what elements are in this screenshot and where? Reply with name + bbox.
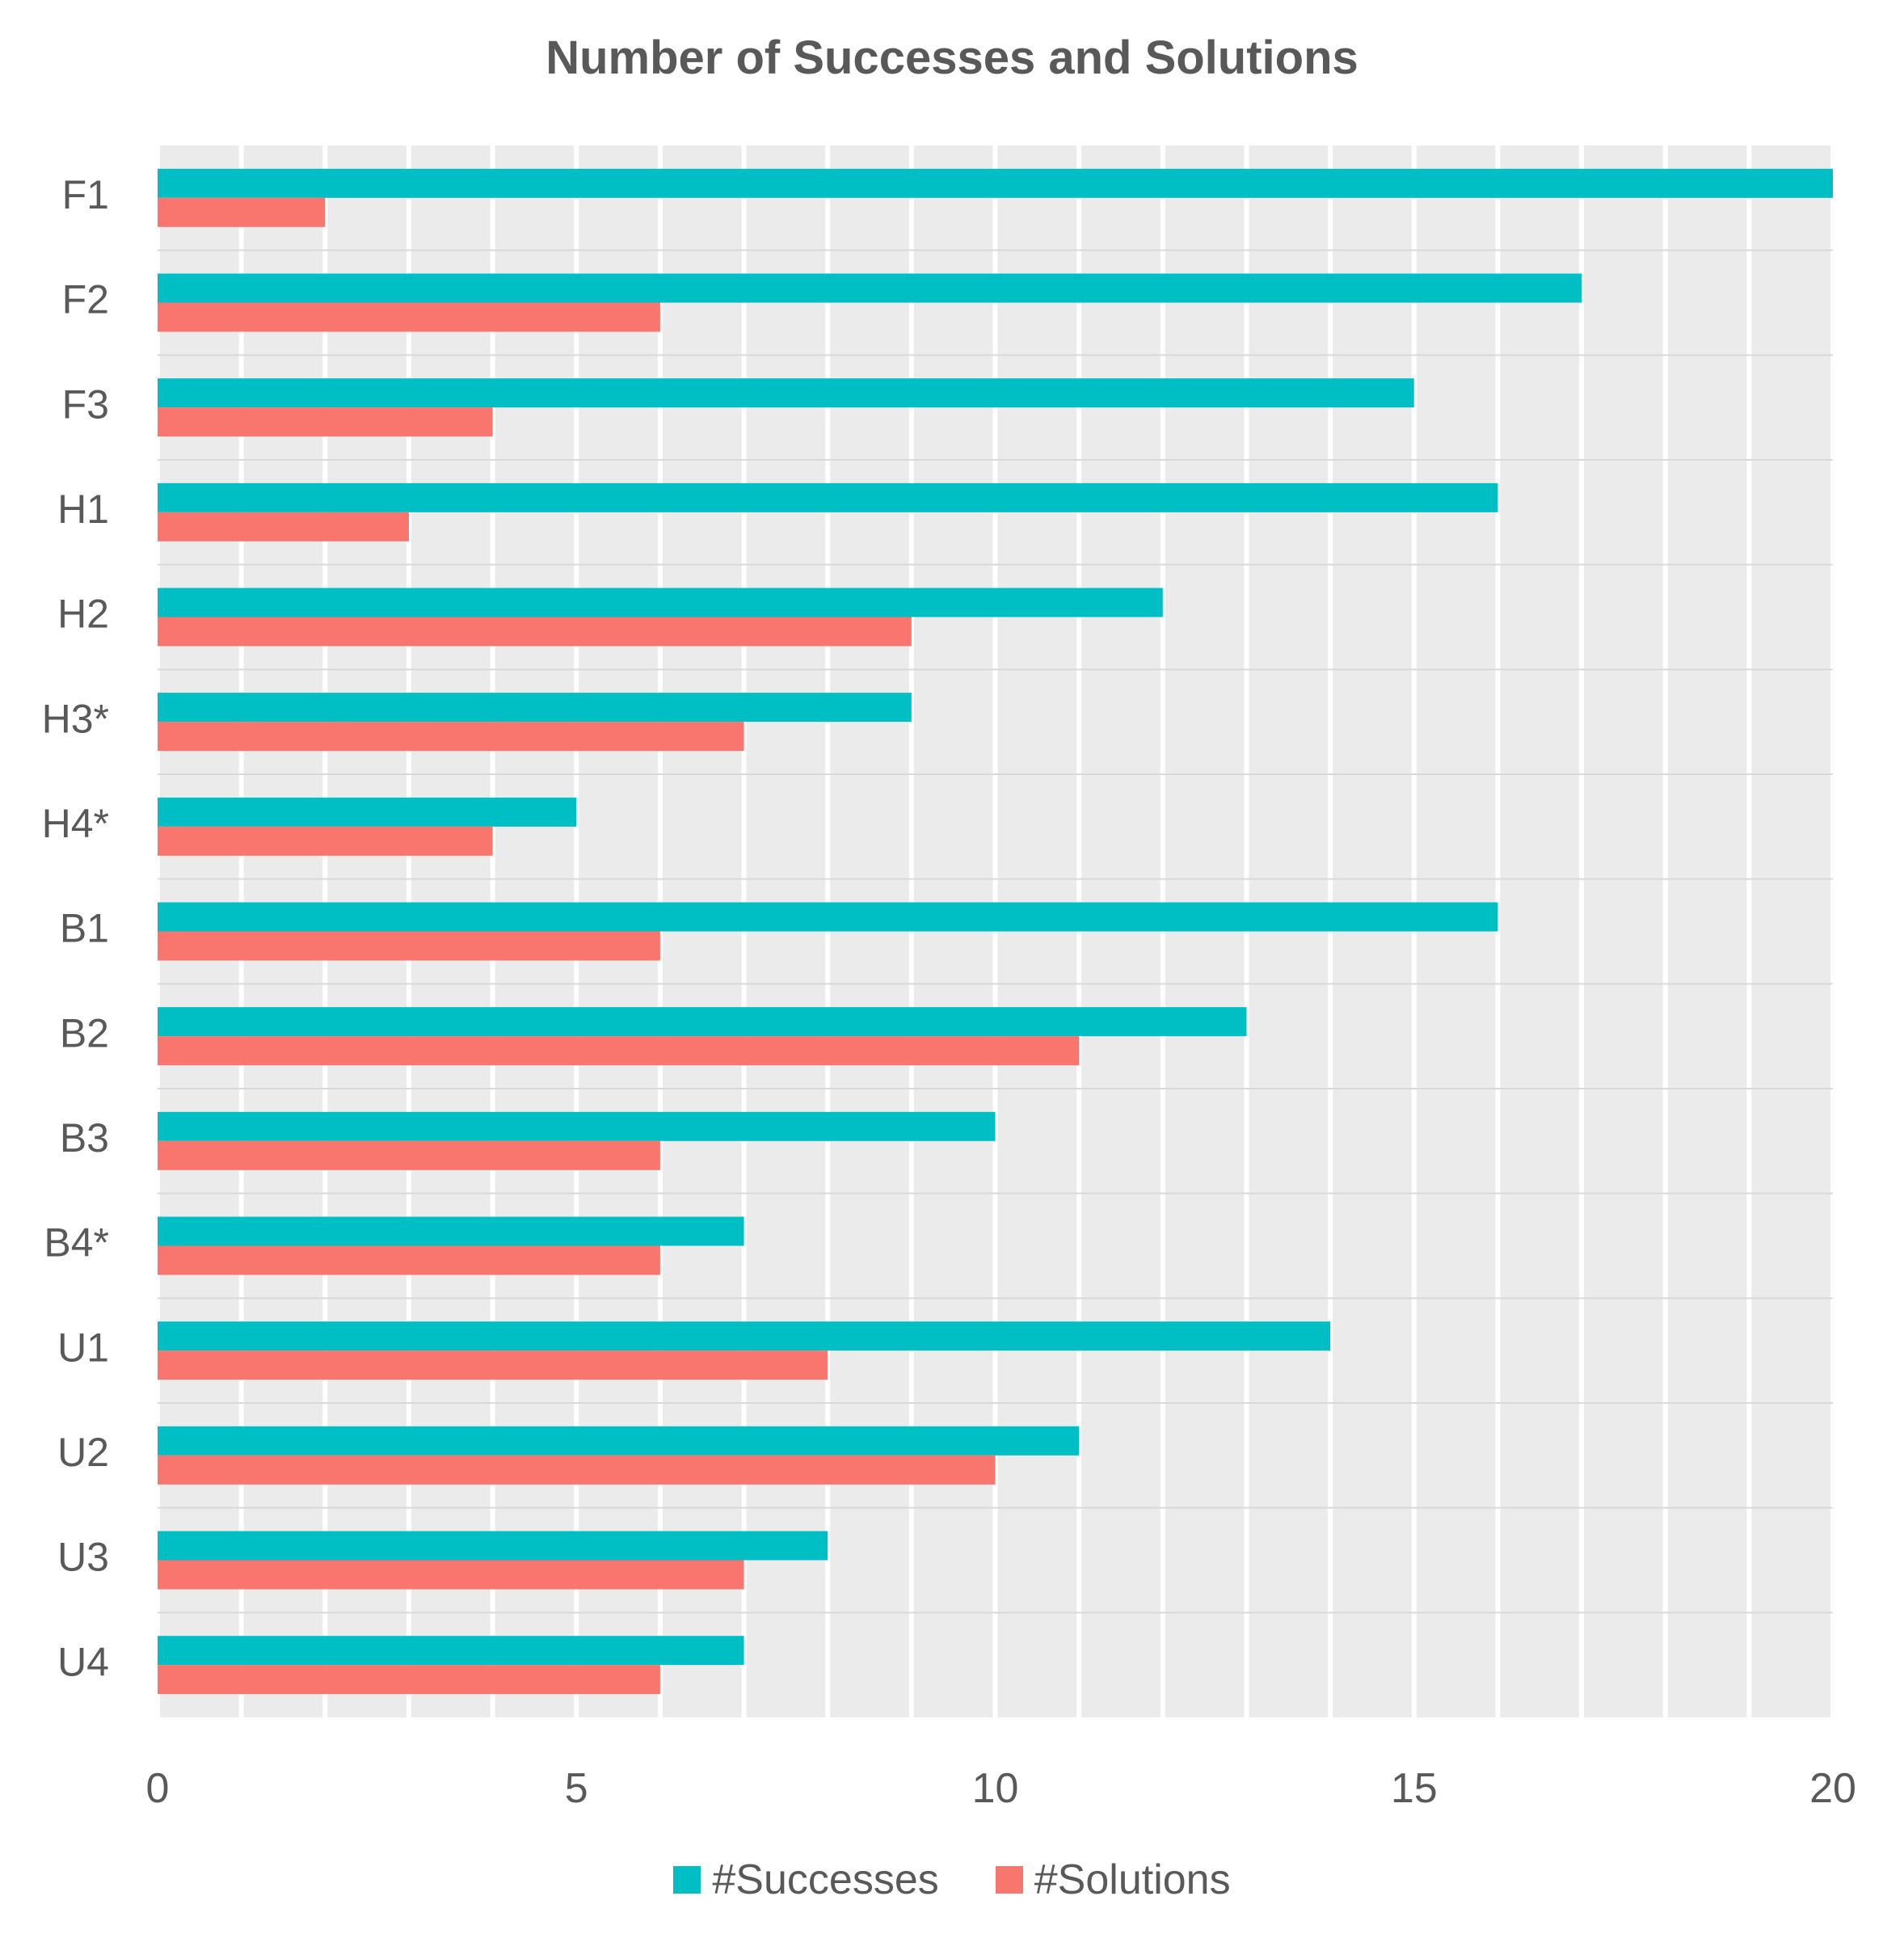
bar-successes-H2	[158, 588, 1163, 617]
chart-title: Number of Successes and Solutions	[546, 32, 1358, 84]
bar-solutions-U3	[158, 1560, 744, 1590]
x-tick-label: 5	[565, 1765, 588, 1812]
bar-solutions-B2	[158, 1036, 1080, 1066]
y-tick-label: F3	[62, 381, 109, 427]
bar-solutions-B3	[158, 1140, 660, 1170]
bar-successes-F1	[158, 168, 1833, 198]
y-tick-label: U4	[57, 1639, 109, 1684]
x-tick-label: 0	[146, 1765, 170, 1812]
legend-item-successes: #Successes	[673, 1856, 939, 1904]
y-tick-label: H1	[57, 487, 109, 532]
bar-successes-B1	[158, 902, 1498, 932]
bar-solutions-F1	[158, 197, 326, 227]
y-tick-label: U2	[57, 1430, 109, 1475]
x-tick-label: 10	[972, 1765, 1019, 1812]
bar-solutions-H2	[158, 617, 912, 647]
bar-solutions-U1	[158, 1350, 828, 1380]
y-tick-label: H2	[57, 592, 109, 637]
bar-successes-H1	[158, 482, 1498, 512]
bar-successes-H4star	[158, 797, 577, 827]
y-tick-label: B1	[60, 906, 109, 951]
bar-successes-H3star	[158, 693, 912, 723]
x-tick-label: 20	[1809, 1765, 1856, 1812]
legend-label-solutions: #Solutions	[1034, 1856, 1231, 1903]
y-tick-label: F2	[62, 277, 109, 322]
bar-successes-F2	[158, 273, 1582, 303]
legend-item-solutions: #Solutions	[995, 1856, 1231, 1904]
bar-solutions-B4star	[158, 1245, 660, 1275]
bar-successes-U2	[158, 1426, 1080, 1456]
axis-labels: F1 F2 F3 H1 H2 H3* H4* B1 B2 B3 B4* U1 U2 U3 U4 0 5 10 15 2…	[42, 172, 1856, 1812]
bar-successes-B3	[158, 1111, 996, 1141]
y-tick-label: H4*	[42, 801, 109, 846]
y-tick-label: F1	[62, 172, 109, 217]
bar-solutions-F2	[158, 302, 660, 332]
bar-solutions-U2	[158, 1455, 996, 1485]
bar-solutions-U4	[158, 1665, 660, 1695]
bar-solutions-F3	[158, 407, 493, 437]
y-tick-label: U1	[57, 1325, 109, 1370]
bar-successes-F3	[158, 378, 1414, 408]
y-tick-label: U3	[57, 1535, 109, 1580]
bar-solutions-H1	[158, 512, 409, 541]
bar-successes-B2	[158, 1007, 1247, 1037]
bar-successes-B4star	[158, 1216, 744, 1246]
y-tick-label: B3	[60, 1115, 109, 1161]
bar-successes-U1	[158, 1321, 1331, 1351]
bar-successes-U3	[158, 1531, 828, 1561]
bar-solutions-H4star	[158, 826, 493, 856]
bar-solutions-B1	[158, 931, 660, 961]
legend-label-successes: #Successes	[712, 1856, 939, 1903]
y-tick-label: H3*	[42, 696, 109, 741]
x-tick-label: 15	[1391, 1765, 1438, 1812]
legend-swatch-solutions	[995, 1866, 1023, 1894]
y-tick-label: B4*	[44, 1220, 109, 1266]
legend: #Successes #Solutions	[0, 1856, 1904, 1904]
bar-successes-U4	[158, 1636, 744, 1666]
legend-swatch-successes	[673, 1866, 701, 1894]
bars	[158, 168, 1833, 1695]
y-tick-label: B2	[60, 1010, 109, 1055]
bar-solutions-H3star	[158, 722, 744, 752]
